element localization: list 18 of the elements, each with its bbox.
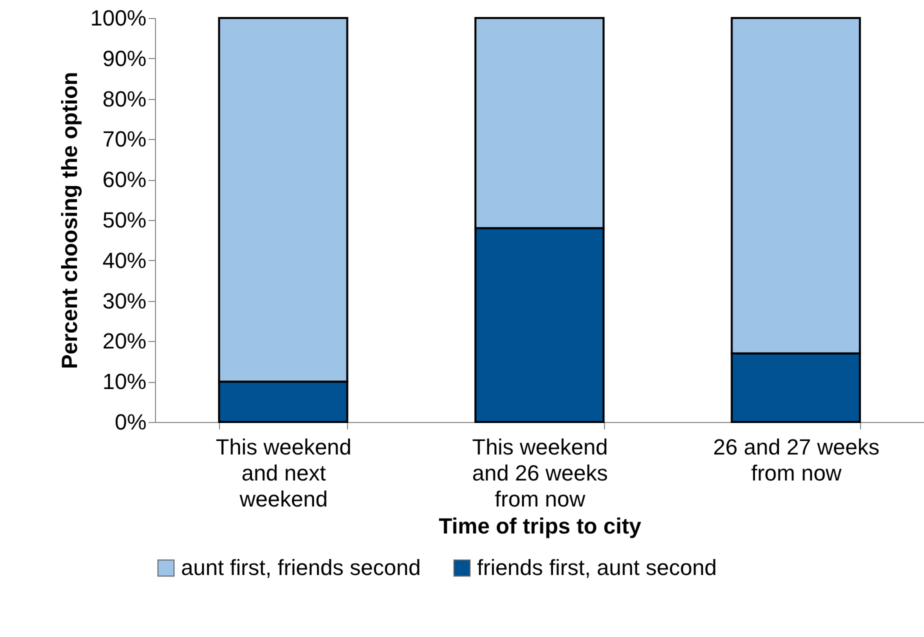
x-tick-label: 26 and 27 weeks from now [713, 434, 880, 486]
y-tick-label: 40% [102, 248, 146, 273]
y-tick-label: 30% [102, 288, 146, 314]
y-tick-label: 70% [102, 126, 146, 152]
y-tick-label: 90% [102, 46, 146, 71]
y-tick-label: 50% [102, 208, 146, 232]
y-tick-label: 60% [102, 167, 146, 192]
y-tick-label: 80% [102, 86, 146, 112]
y-tick-label: 20% [102, 328, 146, 354]
legend-label: friends first, aunt second [477, 555, 717, 580]
y-tick-label: 100% [90, 6, 146, 30]
x-axis-title: Time of trips to city [438, 514, 642, 538]
y-axis-title: Percent choosing the option [57, 72, 82, 370]
x-tick-label: This weekend and 26 weeks from now [472, 434, 608, 512]
y-tick-label: 0% [114, 410, 146, 434]
x-tick-label: This weekend and next weekend [216, 434, 352, 512]
legend-label: aunt first, friends second [181, 555, 421, 580]
y-tick-label: 10% [102, 369, 146, 394]
